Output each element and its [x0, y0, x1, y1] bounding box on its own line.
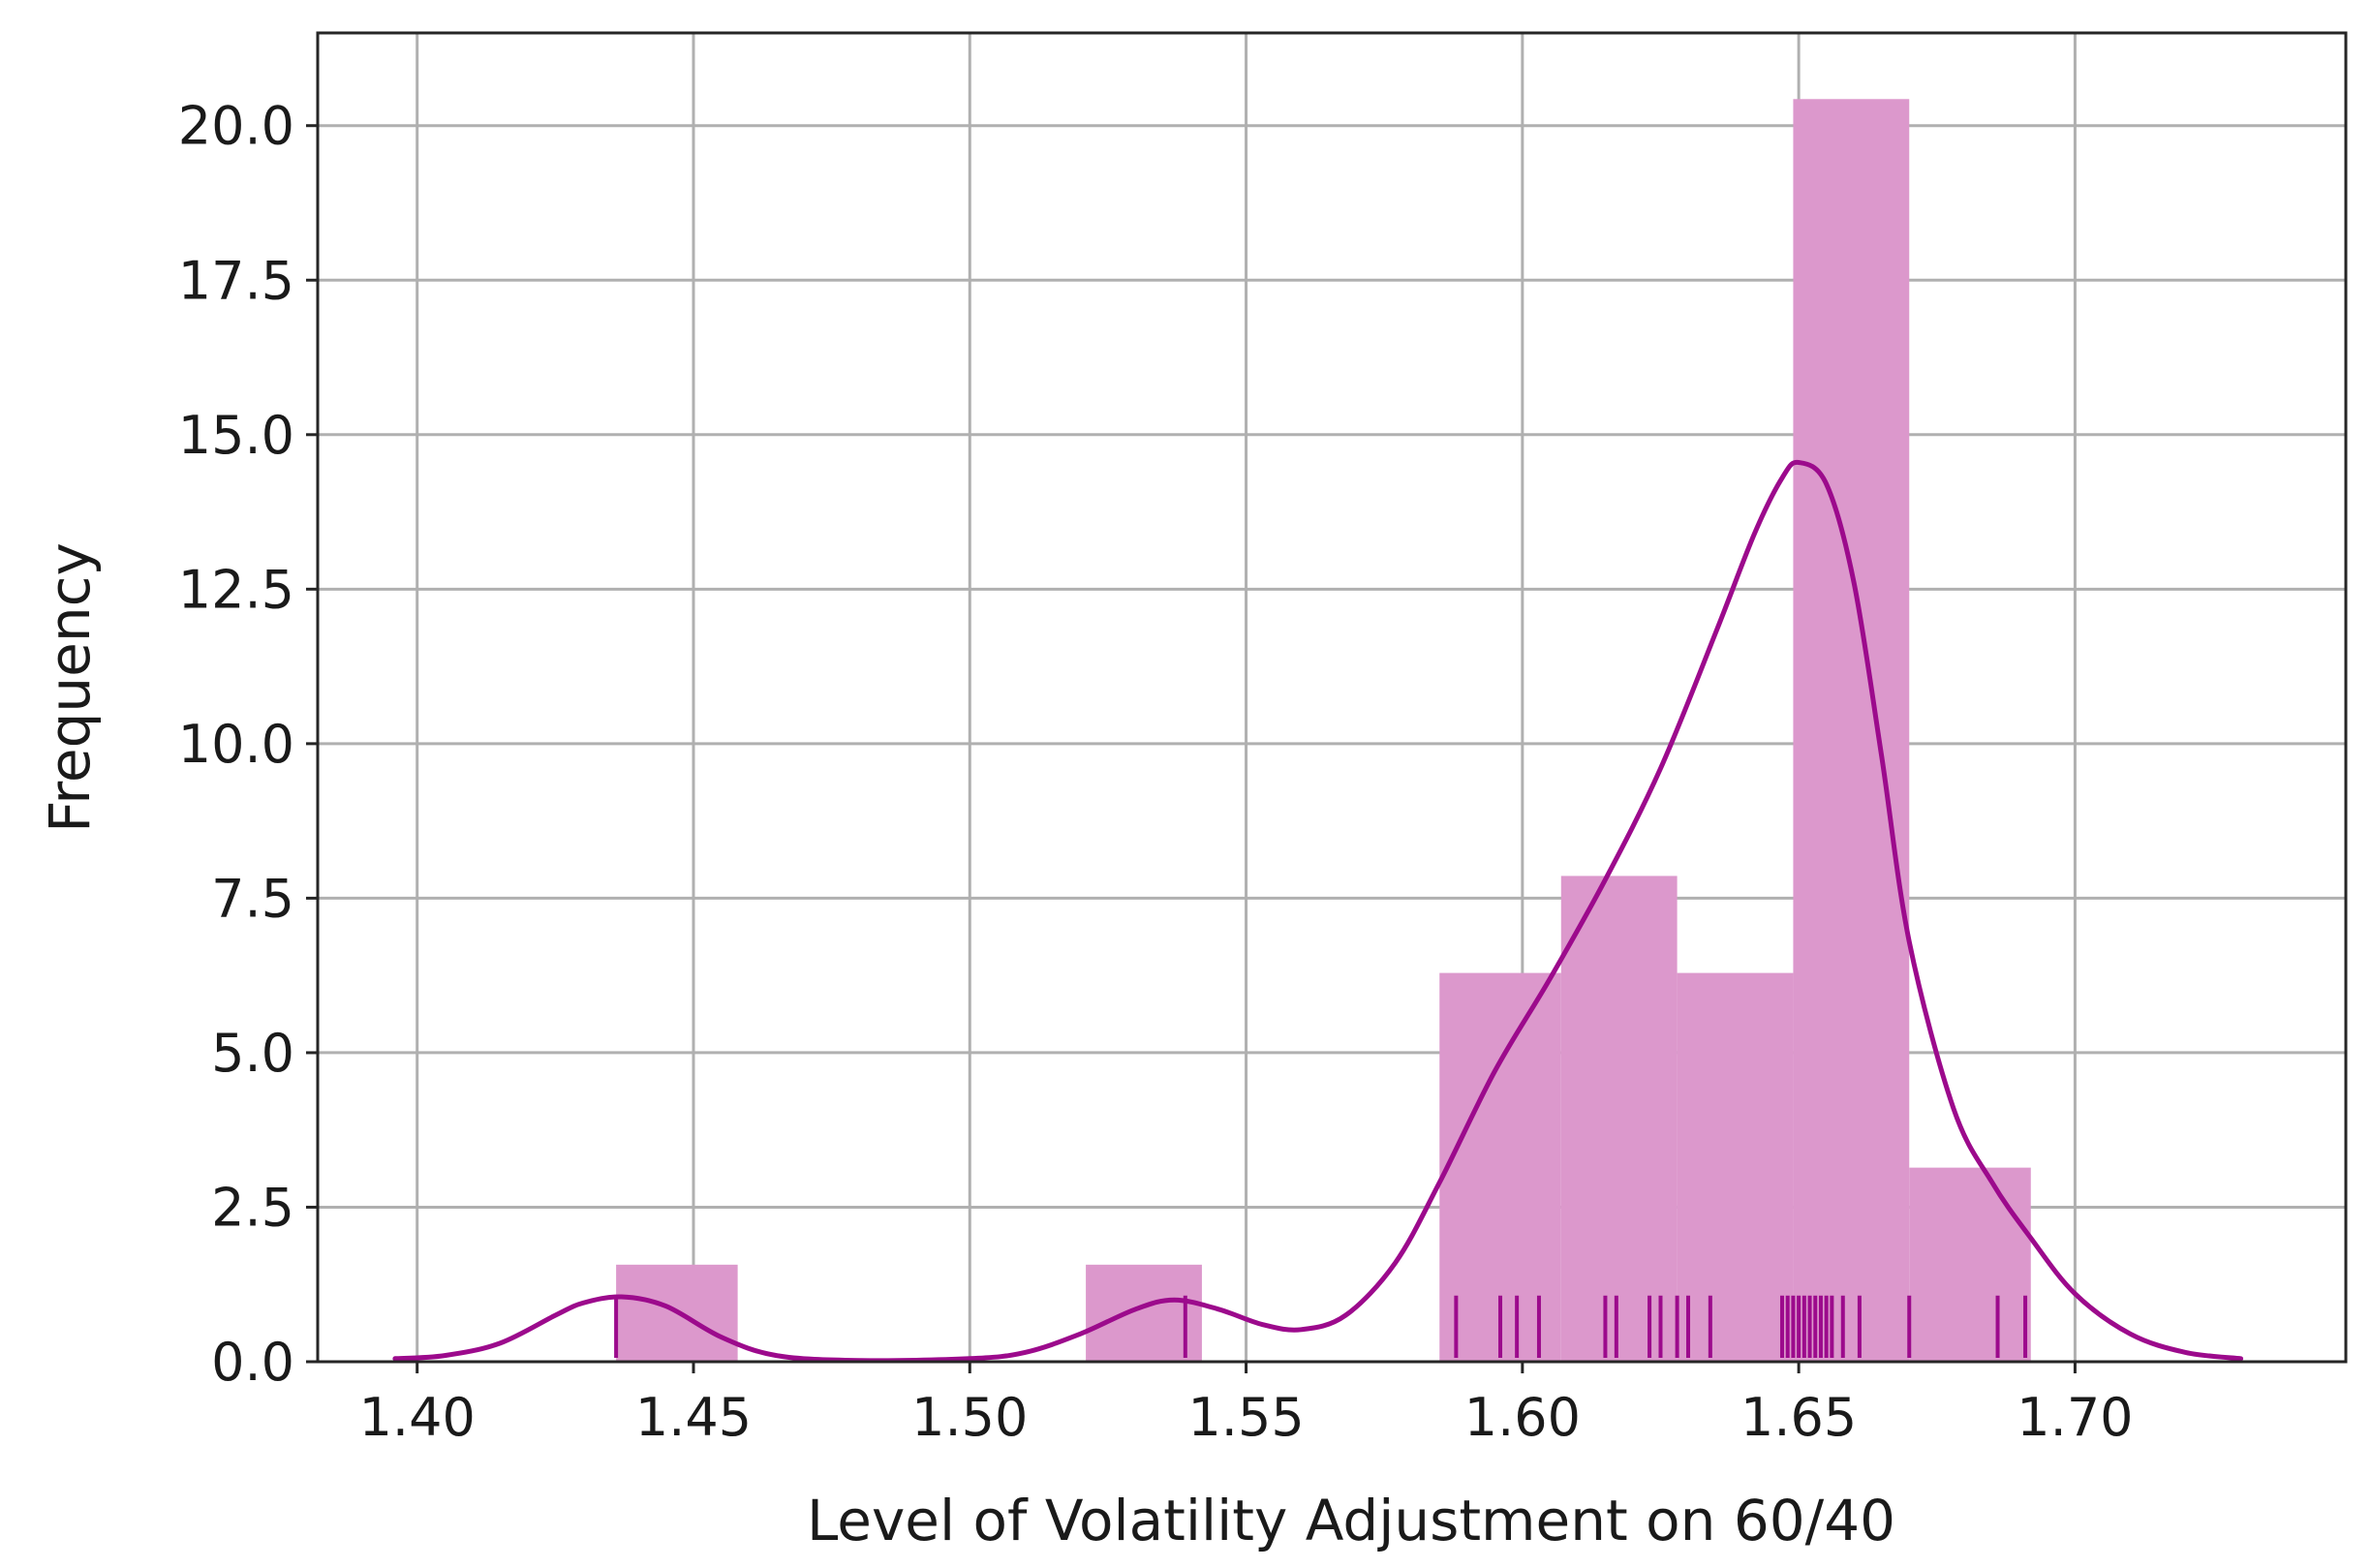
y-tick-label: 12.5: [178, 559, 294, 620]
grid-lines: [318, 33, 2346, 1364]
plot-frame: [316, 31, 2348, 1364]
x-tick-label: 1.45: [635, 1387, 752, 1448]
y-tick-label: 10.0: [178, 714, 294, 775]
y-tick-label: 15.0: [178, 405, 294, 466]
histogram-bar: [1677, 972, 1794, 1362]
y-tick-label: 7.5: [211, 868, 294, 929]
x-tick-label: 1.65: [1740, 1387, 1857, 1448]
y-tick-label: 20.0: [178, 96, 294, 157]
x-tick-label: 1.55: [1187, 1387, 1304, 1448]
y-tick-label: 2.5: [211, 1177, 294, 1238]
histogram-bar: [1086, 1264, 1202, 1362]
histogram-bar: [1793, 99, 1910, 1363]
y-axis-ticks: 0.0 2.5 5.0 7.5 10.0 12.5 15.0 17.5 20.0: [178, 96, 318, 1393]
x-tick-label: 1.70: [2017, 1387, 2133, 1448]
y-tick-label: 5.0: [211, 1023, 294, 1084]
rug-marks: [614, 1295, 2028, 1358]
histogram-bars: [616, 99, 2031, 1363]
x-tick-label: 1.60: [1464, 1387, 1581, 1448]
histogram-bar: [1560, 876, 1678, 1362]
x-axis-ticks: 1.40 1.45 1.50 1.55 1.60 1.65 1.70: [359, 1362, 2134, 1448]
kde-curve: [392, 459, 2244, 1364]
x-tick-label: 1.40: [359, 1387, 476, 1448]
y-tick-label: 17.5: [178, 250, 294, 311]
y-tick-label: 0.0: [211, 1332, 294, 1393]
histogram-bar: [1909, 1167, 2031, 1362]
y-axis-label: Frequency: [37, 542, 103, 833]
x-axis-label: Level of Volatility Adjustment on 60/40: [807, 1488, 1895, 1553]
x-tick-label: 1.50: [911, 1387, 1028, 1448]
